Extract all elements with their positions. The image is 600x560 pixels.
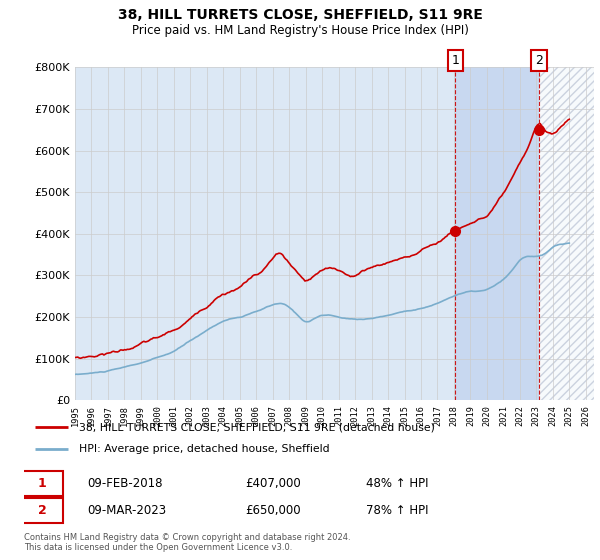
Text: £407,000: £407,000 [245,477,301,490]
Bar [455,67,539,400]
Bar [539,67,594,400]
Text: 78% ↑ HPI: 78% ↑ HPI [366,504,429,517]
Text: This data is licensed under the Open Government Licence v3.0.: This data is licensed under the Open Gov… [24,543,292,552]
Text: 38, HILL TURRETS CLOSE, SHEFFIELD, S11 9RE (detached house): 38, HILL TURRETS CLOSE, SHEFFIELD, S11 9… [79,422,435,432]
Text: 1: 1 [38,477,46,490]
Text: 1: 1 [451,54,459,67]
FancyBboxPatch shape [21,498,62,524]
Text: Price paid vs. HM Land Registry's House Price Index (HPI): Price paid vs. HM Land Registry's House … [131,24,469,37]
Text: £650,000: £650,000 [245,504,301,517]
FancyBboxPatch shape [21,470,62,496]
Text: 09-FEB-2018: 09-FEB-2018 [88,477,163,490]
Text: 2: 2 [535,54,543,67]
Text: 48% ↑ HPI: 48% ↑ HPI [366,477,429,490]
Text: HPI: Average price, detached house, Sheffield: HPI: Average price, detached house, Shef… [79,444,330,454]
Text: 2: 2 [38,504,46,517]
Bar [539,67,594,400]
Text: 09-MAR-2023: 09-MAR-2023 [88,504,167,517]
Text: Contains HM Land Registry data © Crown copyright and database right 2024.: Contains HM Land Registry data © Crown c… [24,533,350,542]
Text: 38, HILL TURRETS CLOSE, SHEFFIELD, S11 9RE: 38, HILL TURRETS CLOSE, SHEFFIELD, S11 9… [118,8,482,22]
